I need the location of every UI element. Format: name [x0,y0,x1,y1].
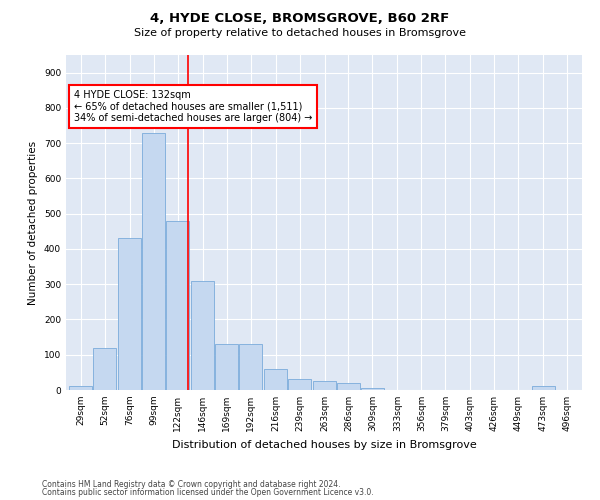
Bar [69,386,92,390]
Bar [313,381,336,390]
Text: Contains HM Land Registry data © Crown copyright and database right 2024.: Contains HM Land Registry data © Crown c… [42,480,341,489]
Bar [532,386,555,390]
Bar [166,220,189,390]
Y-axis label: Number of detached properties: Number of detached properties [28,140,38,304]
Bar [361,388,384,390]
Text: Contains public sector information licensed under the Open Government Licence v3: Contains public sector information licen… [42,488,374,497]
Text: 4, HYDE CLOSE, BROMSGROVE, B60 2RF: 4, HYDE CLOSE, BROMSGROVE, B60 2RF [151,12,449,26]
Bar [215,344,238,390]
Bar [118,238,142,390]
Bar [239,344,262,390]
Bar [142,132,165,390]
Text: 4 HYDE CLOSE: 132sqm
← 65% of detached houses are smaller (1,511)
34% of semi-de: 4 HYDE CLOSE: 132sqm ← 65% of detached h… [74,90,312,124]
Text: Size of property relative to detached houses in Bromsgrove: Size of property relative to detached ho… [134,28,466,38]
Bar [264,369,287,390]
Bar [93,348,116,390]
Bar [288,380,311,390]
Bar [337,383,360,390]
X-axis label: Distribution of detached houses by size in Bromsgrove: Distribution of detached houses by size … [172,440,476,450]
Bar [191,280,214,390]
